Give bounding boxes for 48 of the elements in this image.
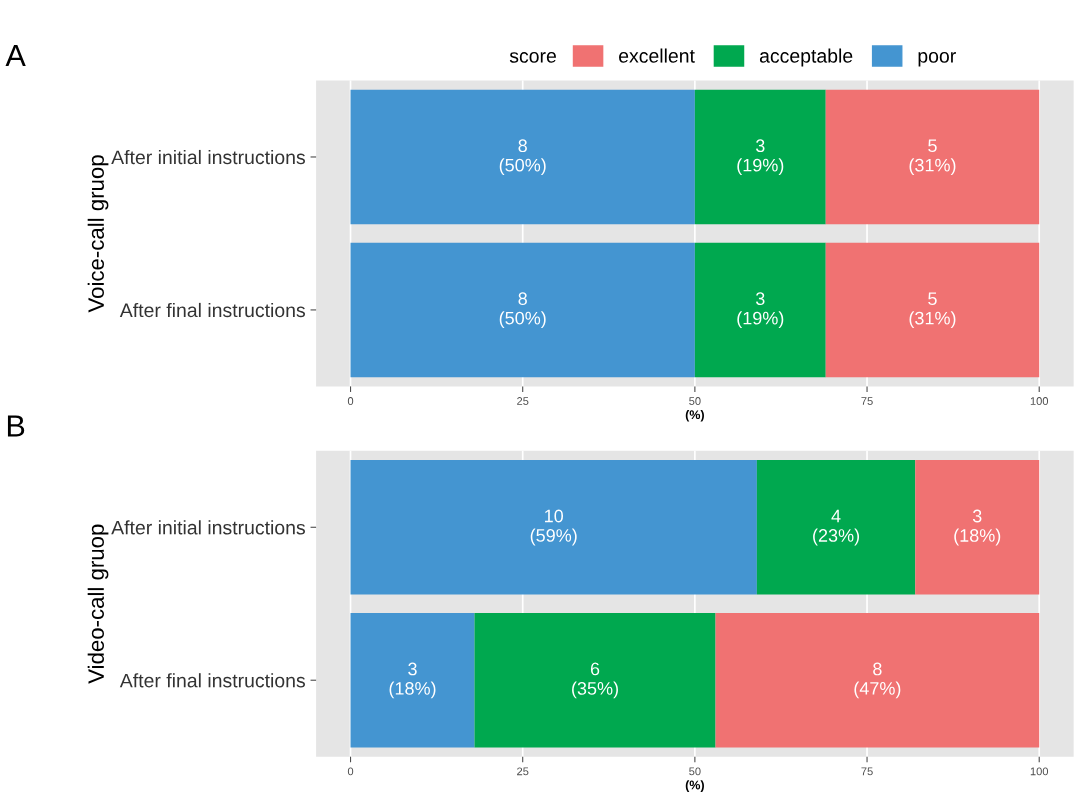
data-label: 8 (47%) (854, 662, 901, 699)
legend-label: poor (918, 52, 956, 67)
data-label: 3 (18%) (389, 662, 436, 699)
y-axis-title: Video-call gruop (87, 524, 109, 684)
legend-label: excellent (619, 48, 695, 63)
data-label: 8 (50%) (499, 292, 546, 329)
data-label: 3 (19%) (737, 292, 784, 329)
y-axis-title: Voice-call gruop (87, 155, 109, 313)
x-tick-label: 50 (689, 767, 701, 776)
bar (474, 612, 716, 748)
bar (715, 612, 1040, 748)
bar (350, 242, 695, 378)
bar (694, 242, 826, 378)
bar (694, 89, 826, 225)
x-axis-title: (%) (685, 780, 704, 792)
y-tick-label: After initial instructions (111, 520, 305, 535)
legend-title: score (509, 52, 556, 63)
x-tick-label: 100 (1030, 397, 1049, 405)
x-tick-label: 100 (1030, 767, 1049, 776)
data-label: 4 (23%) (813, 509, 860, 546)
x-tick-label: 75 (861, 767, 873, 776)
bar (825, 242, 1040, 378)
bar (350, 459, 757, 595)
y-tick-label: After final instructions (119, 673, 305, 688)
data-label: 3 (19%) (737, 139, 784, 176)
bar (350, 612, 475, 748)
x-tick-label: 75 (861, 397, 873, 405)
bar (350, 89, 695, 225)
x-axis-title: (%) (685, 409, 704, 422)
x-tick-label: 50 (689, 397, 701, 405)
bar (825, 89, 1040, 225)
bar (915, 459, 1040, 595)
data-label: 6 (35%) (572, 662, 618, 699)
y-tick-label: After final instructions (119, 302, 305, 318)
data-label: 10 (59%) (530, 509, 577, 546)
bar (756, 459, 916, 595)
text: A (5, 45, 26, 67)
x-tick-label: 0 (347, 767, 354, 776)
y-tick-label: After initial instructions (111, 149, 305, 165)
legend-label: acceptable (759, 48, 853, 67)
x-tick-label: 0 (347, 397, 354, 405)
text: B (7, 415, 25, 437)
x-tick-label: 25 (517, 767, 529, 776)
data-label: 3 (18%) (954, 509, 1001, 546)
x-tick-label: 25 (517, 397, 529, 405)
data-label: 8 (50%) (499, 139, 546, 176)
data-label: 5 (31%) (909, 292, 956, 329)
data-label: 5 (31%) (909, 139, 956, 176)
